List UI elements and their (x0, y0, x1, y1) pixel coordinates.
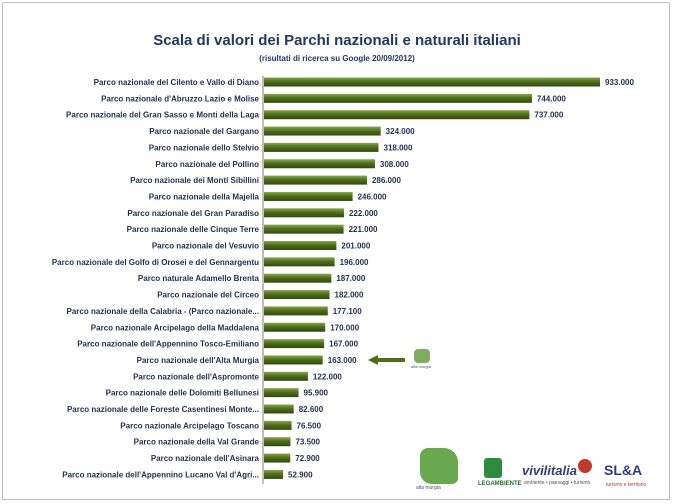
category-label: Parco nazionale dell'Appennino Lucano Va… (62, 470, 259, 479)
category-label: Parco nazionale del Gran Sasso e Monti d… (66, 111, 259, 120)
value-label: 324.000 (386, 127, 415, 136)
bar (264, 159, 375, 169)
alta-murgia-small-logo-icon (414, 349, 430, 363)
vivilitalia-ladybug-icon (578, 459, 592, 473)
category-label: Parco nazionale del Gargano (149, 127, 259, 136)
bar (264, 453, 291, 463)
category-label: Parco nazionale delle Dolomiti Bellunesi (106, 389, 259, 398)
bar (264, 77, 600, 87)
value-label: 286.000 (372, 176, 401, 185)
category-label: Parco nazionale dell'Aspromonte (133, 372, 259, 381)
category-label: Parco nazionale delle Cinque Terre (127, 225, 260, 234)
sla-logo-text: SL&A (604, 462, 643, 478)
value-label: 182.000 (335, 291, 364, 300)
value-label: 167.000 (329, 340, 358, 349)
chart-frame (2, 2, 670, 500)
category-label: Parco nazionale della Majella (149, 192, 260, 201)
bar (264, 142, 379, 152)
category-label: Parco nazionale delle Foreste Casentines… (67, 405, 259, 414)
category-label: Parco nazionale dello Stelvio (149, 143, 259, 152)
alta-murgia-small-logo-text: alta murgia (411, 364, 431, 369)
category-label: Parco nazionale della Calabria - (Parco … (66, 307, 259, 316)
value-label: 737.000 (534, 111, 563, 120)
category-label: Parco nazionale dell'Alta Murgia (137, 356, 260, 365)
value-label: 170.000 (330, 323, 359, 332)
bar (264, 191, 353, 201)
bar (264, 224, 344, 234)
value-label: 52.900 (288, 470, 313, 479)
value-label: 201.000 (341, 242, 370, 251)
value-label: 73.500 (295, 438, 320, 447)
vivilitalia-tagline: ambiente • paesaggi • turismo (524, 480, 591, 486)
alta-murgia-logo-icon (420, 448, 458, 484)
alta-murgia-logo-text: alta murgia (416, 485, 441, 491)
bar (264, 404, 294, 414)
category-label: Parco nazionale del Cilento e Vallo di D… (94, 78, 259, 87)
category-label: Parco nazionale del Golfo di Orosei e de… (52, 258, 259, 267)
bar (264, 257, 335, 267)
bar (264, 290, 330, 300)
bar (264, 208, 344, 218)
bar (264, 126, 381, 136)
vivilitalia-logo-text: vivilitalia (522, 463, 577, 478)
legambiente-logo-icon (484, 458, 502, 478)
bar (264, 388, 299, 398)
category-label: Parco nazionale del Pollino (155, 160, 259, 169)
sla-tagline: turismo e territorio (606, 482, 647, 488)
value-label: 163.000 (328, 356, 357, 365)
value-label: 222.000 (349, 209, 378, 218)
legambiente-logo-text: LEGAMBIENTE (478, 481, 522, 487)
chart-subtitle: (risultati di ricerca su Google 20/09/20… (259, 54, 415, 63)
value-label: 122.000 (313, 372, 342, 381)
category-label: Parco nazionale del Gran Paradiso (127, 209, 259, 218)
value-label: 76.500 (297, 421, 322, 430)
value-label: 196.000 (340, 258, 369, 267)
bar (264, 241, 337, 250)
value-label: 318.000 (384, 143, 413, 152)
bar (264, 93, 532, 103)
bar (264, 420, 292, 430)
bar (264, 469, 284, 479)
value-label: 187.000 (336, 274, 365, 283)
bar (264, 437, 291, 447)
category-label: Parco nazionale dell'Appennino Tosco-Emi… (77, 340, 259, 349)
bar (264, 175, 367, 185)
value-label: 82.600 (299, 405, 324, 414)
value-label: 933.000 (605, 78, 634, 87)
category-label: Parco nazionale dell'Asinara (151, 454, 260, 463)
bar (264, 322, 326, 332)
bar (264, 371, 308, 381)
category-label: Parco nazionale Arcipelago Toscano (120, 421, 259, 430)
bar (264, 110, 530, 120)
value-label: 221.000 (349, 225, 378, 234)
category-label: Parco nazionale Arcipelago della Maddale… (91, 323, 260, 332)
highlight-arrow-icon (368, 354, 405, 365)
bar (264, 355, 323, 365)
category-label: Parco nazionale del Circeo (157, 291, 259, 300)
bar (264, 273, 332, 283)
category-label: Parco nazionale d'Abruzzo Lazio e Molise (101, 94, 259, 103)
value-label: 72.900 (295, 454, 320, 463)
category-label: Parco nazionale della Val Grande (134, 438, 260, 447)
value-label: 308.000 (380, 160, 409, 169)
value-label: 95.900 (304, 389, 329, 398)
bar (264, 306, 328, 316)
category-label: Parco nazionale del Vesuvio (152, 242, 259, 251)
category-label: Parco naturale Adamello Brenta (138, 274, 260, 283)
bar (264, 339, 325, 349)
chart-title: Scala di valori dei Parchi nazionali e n… (153, 32, 521, 49)
category-label: Parco nazionale dei Monti Sibillini (130, 176, 259, 185)
value-label: 744.000 (537, 94, 566, 103)
value-label: 177.100 (333, 307, 362, 316)
value-label: 246.000 (358, 192, 387, 201)
